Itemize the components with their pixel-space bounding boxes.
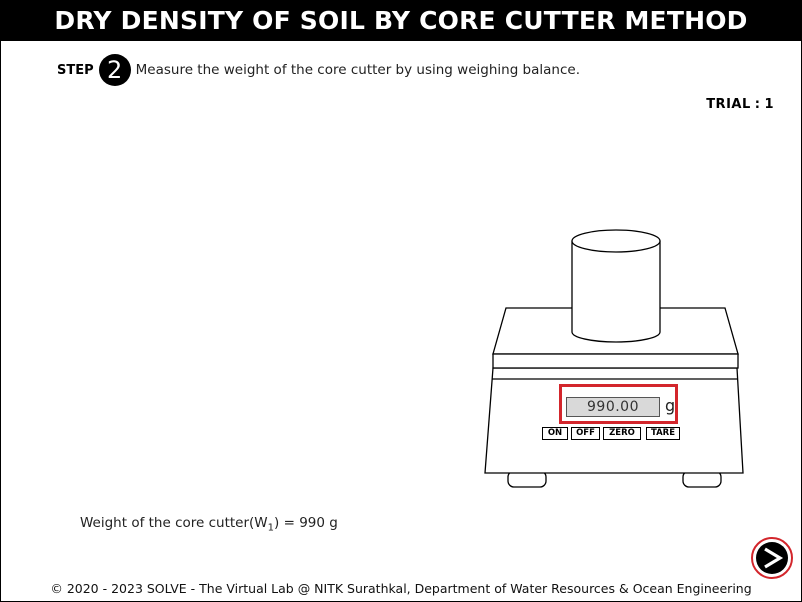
trial-separator: :: [754, 97, 761, 112]
result-suffix: ) = 990 g: [274, 515, 338, 531]
result-subscript: 1: [267, 522, 275, 534]
balance-unit: g: [665, 396, 676, 415]
balance-display: 990.00: [566, 397, 660, 417]
next-button[interactable]: [751, 537, 793, 579]
step-instruction: STEP 2 Measure the weight of the core cu…: [57, 54, 580, 86]
step-label: STEP: [57, 62, 94, 78]
result-weight: Weight of the core cutter(W1) = 990 g: [80, 515, 338, 534]
balance-zero-button[interactable]: ZERO: [603, 427, 641, 440]
balance-off-button[interactable]: OFF: [571, 427, 600, 440]
trial-indicator: TRIAL:1: [706, 97, 774, 112]
step-instruction-text: Measure the weight of the core cutter by…: [135, 62, 580, 78]
balance-on-button[interactable]: ON: [542, 427, 568, 440]
trial-label: TRIAL: [706, 97, 751, 112]
balance-pan-base: [492, 353, 739, 369]
next-arrow-icon: [756, 542, 788, 574]
step-number-badge: 2: [98, 54, 131, 86]
balance-tare-button[interactable]: TARE: [646, 427, 680, 440]
result-prefix: Weight of the core cutter(W: [80, 515, 268, 531]
footer-copyright: © 2020 - 2023 SOLVE - The Virtual Lab @ …: [50, 581, 752, 596]
core-cutter-top: [571, 229, 661, 253]
page-title: DRY DENSITY OF SOIL BY CORE CUTTER METHO…: [1, 1, 801, 41]
core-cutter: [571, 241, 661, 343]
trial-value: 1: [764, 97, 774, 112]
display-highlight: [559, 384, 678, 424]
